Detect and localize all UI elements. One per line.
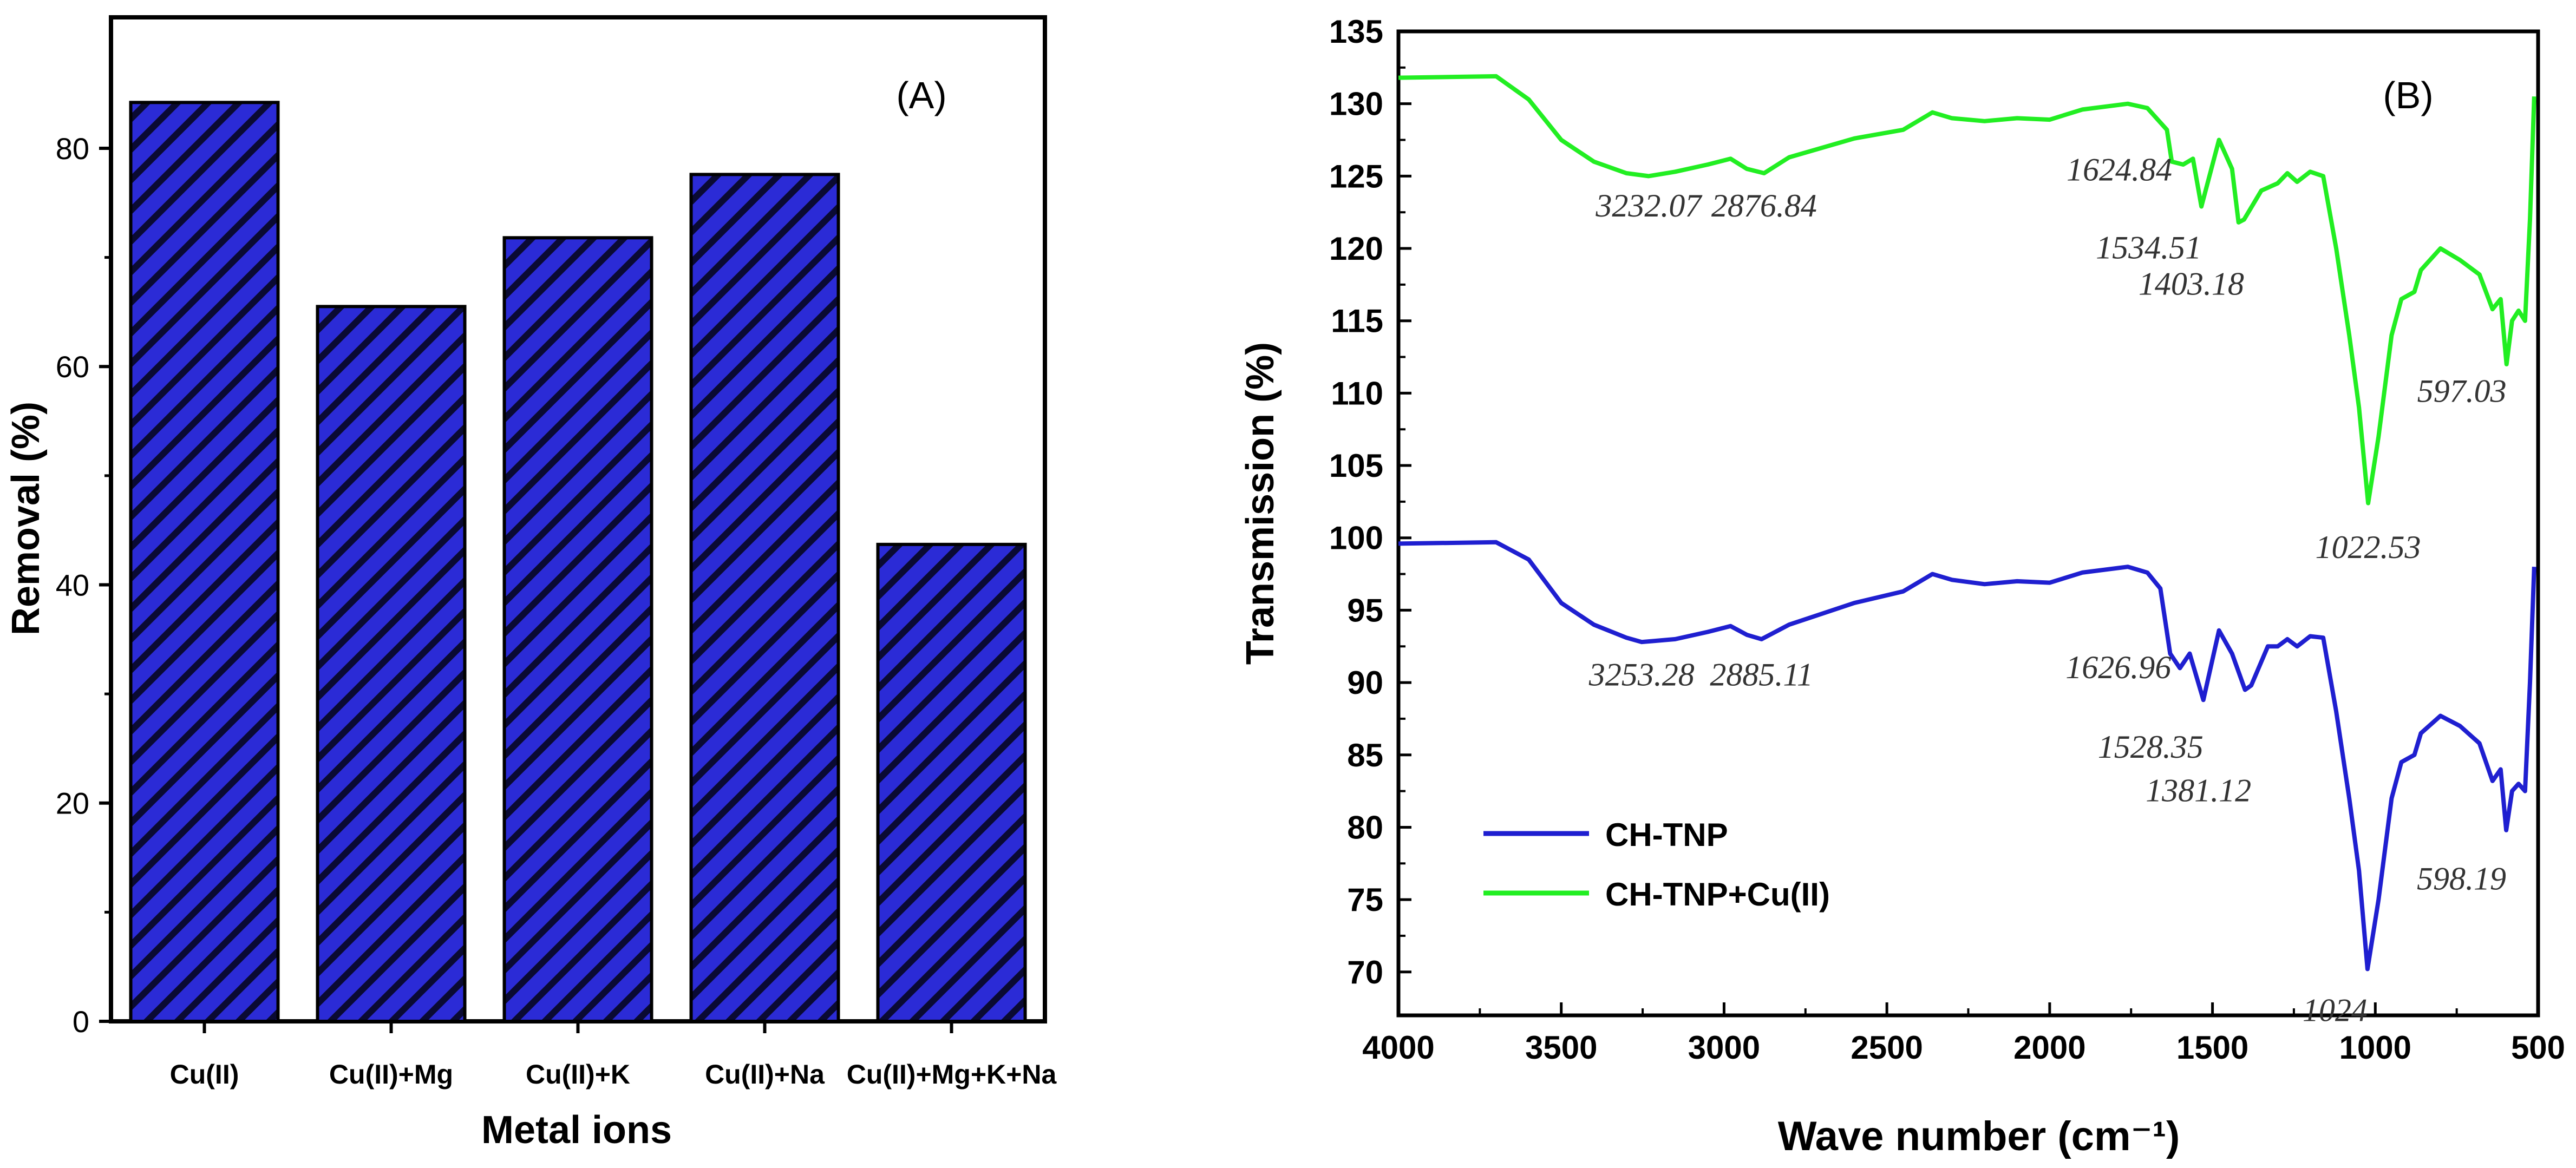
- bar: [502, 236, 653, 1023]
- y-tick-label: 0: [73, 1005, 89, 1039]
- y-tick-label: 110: [1331, 375, 1383, 411]
- x-tick-label: 3500: [1525, 1029, 1597, 1066]
- x-axis-ticks: 4000 3500 3000 2500 2000 1500 1000 500: [1362, 1002, 2565, 1066]
- bars-group: [129, 101, 1027, 1023]
- bar: [689, 173, 840, 1023]
- legend: CH-TNP CH-TNP+Cu(II): [1483, 817, 1830, 913]
- peak-label-green: 1534.51: [2096, 230, 2201, 266]
- x-tick-label: 3000: [1688, 1029, 1760, 1066]
- peak-label-green: 2876.84: [1711, 188, 1817, 224]
- y-tick-label: 75: [1347, 882, 1383, 918]
- y-tick-label: 115: [1331, 303, 1383, 339]
- peak-label-blue: 2885.11: [1710, 657, 1813, 692]
- y-tick-label: 80: [56, 132, 89, 166]
- y-tick-label: 105: [1329, 448, 1383, 484]
- y-tick-label: 20: [56, 786, 89, 821]
- peak-label-blue: 1024: [2303, 993, 2368, 1028]
- series-group: [1398, 74, 2536, 972]
- bar: [876, 542, 1027, 1023]
- x-axis-title: Metal ions: [481, 1108, 672, 1152]
- y-tick-label: 100: [1329, 520, 1383, 556]
- series-line-ch-tnp: [1398, 540, 2536, 972]
- x-tick-label: Cu(II)+Mg+K+Na: [847, 1059, 1057, 1090]
- y-tick-label: 125: [1329, 158, 1383, 194]
- y-tick-label: 80: [1347, 809, 1383, 845]
- y-tick-label: 120: [1329, 231, 1383, 267]
- x-tick-label: 500: [2511, 1029, 2565, 1066]
- panel-label-b: (B): [2383, 74, 2433, 116]
- legend-label-ch-tnp-cu: CH-TNP+Cu(II): [1605, 876, 1830, 913]
- y-tick-label: 130: [1329, 86, 1383, 122]
- peak-label-blue: 598.19: [2417, 861, 2506, 896]
- x-tick-label: Cu(II)+Na: [705, 1059, 825, 1090]
- peak-label-green: 3232.07: [1595, 188, 1703, 224]
- peak-label-blue: 1528.35: [2098, 729, 2204, 765]
- peak-label-green: 1403.18: [2139, 266, 2244, 302]
- peak-label-blue: 3253.28: [1588, 657, 1695, 692]
- y-axis-ticks: 70 75 80 85 90 95 100 105 110 115 120 125 130 135: [1329, 14, 1411, 990]
- y-tick-label: 95: [1347, 592, 1383, 628]
- peak-label-green: 597.03: [2417, 373, 2507, 409]
- plot-frame: [1396, 29, 2540, 1018]
- y-tick-label: 85: [1347, 737, 1383, 773]
- x-axis-ticks: Cu(II) Cu(II)+Mg Cu(II)+K Cu(II)+Na Cu(II)+M…: [170, 1021, 1057, 1090]
- legend-label-ch-tnp: CH-TNP: [1605, 817, 1728, 853]
- series-line-ch-tnp-cu: [1398, 74, 2536, 506]
- peak-label-blue: 1381.12: [2146, 772, 2251, 808]
- x-tick-label: Cu(II)+K: [526, 1059, 630, 1090]
- x-tick-label: 2500: [1851, 1029, 1923, 1066]
- y-tick-label: 90: [1347, 665, 1383, 701]
- x-tick-label: 2000: [2013, 1029, 2085, 1066]
- y-tick-label: 60: [56, 350, 89, 384]
- bar: [129, 101, 280, 1023]
- x-axis-title: Wave number (cm⁻¹): [1778, 1113, 2180, 1159]
- peak-label-green: 1022.53: [2316, 529, 2421, 565]
- y-tick-label: 135: [1329, 14, 1383, 50]
- x-tick-label: Cu(II)+Mg: [329, 1059, 453, 1090]
- y-tick-label: 40: [56, 568, 89, 602]
- peak-label-green: 1624.84: [2067, 152, 2172, 187]
- bar: [316, 305, 467, 1023]
- peak-label-blue: 1626.96: [2065, 649, 2171, 685]
- y-axis-ticks: 0 20 40 60 80: [56, 132, 111, 1039]
- x-tick-label: 1500: [2176, 1029, 2248, 1066]
- panel-label-a: (A): [896, 74, 946, 116]
- y-axis-title: Removal (%): [4, 402, 48, 635]
- y-axis-title: Transmission (%): [1239, 342, 1282, 665]
- ftir-line-chart-panel-b: (B) 70 75 80 85 90 95 100 105 110 115 120 125 130 135…: [1239, 14, 2565, 1159]
- y-tick-label: 70: [1347, 954, 1383, 990]
- x-tick-label: 1000: [2339, 1029, 2411, 1066]
- x-tick-label: 4000: [1362, 1029, 1434, 1066]
- x-tick-label: Cu(II): [170, 1059, 239, 1090]
